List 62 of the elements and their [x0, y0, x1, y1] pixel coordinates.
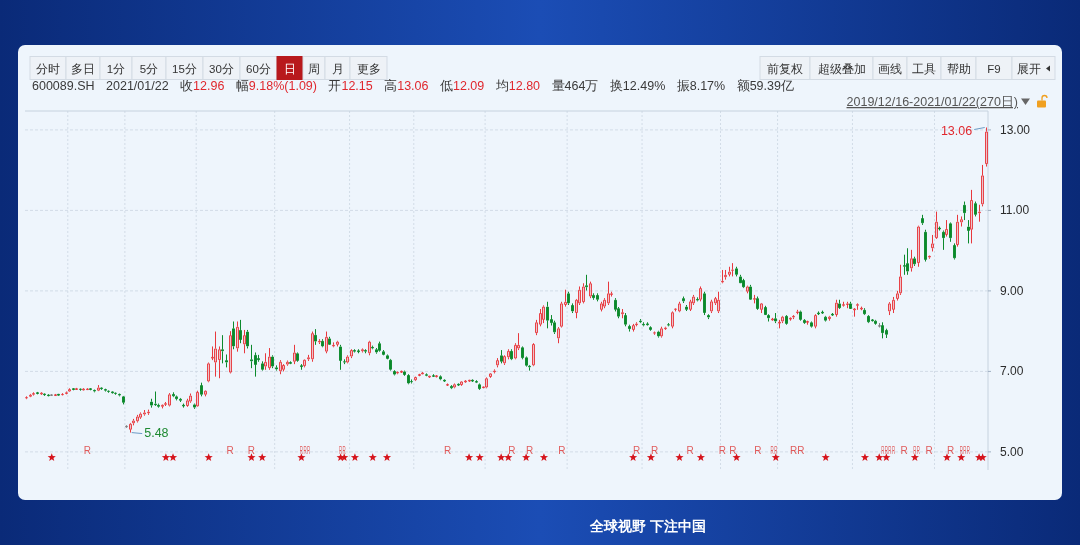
x-tick-label: R	[686, 444, 694, 456]
y-tick-label: 13.00	[1000, 122, 1031, 137]
note: 13.06	[940, 123, 973, 138]
x-tick-label: R	[754, 444, 762, 456]
y-tick-label: 5.00	[1000, 444, 1024, 459]
x-tick-label: R	[247, 444, 256, 456]
x-tick-label: R	[729, 444, 737, 456]
button-label: 5分	[139, 63, 159, 75]
x-tick-label: R	[342, 444, 346, 457]
x-tick-label: R	[963, 444, 967, 457]
y-tick-label: 7.00	[1000, 364, 1024, 379]
x-tick-label: R	[900, 444, 908, 456]
x-tick-label: R	[913, 444, 917, 457]
button-label: 周	[308, 63, 320, 75]
x-tick-label: R	[306, 444, 311, 457]
button-label: 更多	[356, 63, 381, 75]
button-label: 60分	[246, 63, 271, 75]
button-label: 15分	[172, 63, 197, 75]
button-label: 工具	[912, 63, 936, 75]
x-tick-label: R	[797, 444, 805, 456]
button-label: 月	[331, 63, 344, 75]
subtitle: 600089.SH 2021/01/22 收12.96 幅9.18%(1.09) 开12.15 高13.06 低12.09 均12.80 量464万 换12.49% 振8.17% 额59.39亿	[32, 79, 794, 93]
x-tick-label: R	[884, 444, 888, 457]
x-tick-label: R	[888, 444, 892, 457]
y-tick-label: 9.00	[1000, 283, 1024, 298]
x-tick-label: R	[650, 444, 659, 456]
x-tick-label: R	[83, 444, 92, 456]
x-tick-label: R	[790, 444, 798, 456]
y-tick-label: 11.00	[1000, 203, 1030, 218]
button-label: 前复权	[767, 63, 803, 75]
x-tick-label: R	[558, 444, 566, 456]
x-tick-label: R	[633, 444, 641, 456]
button-label: F9	[987, 63, 1001, 75]
x-tick-label: R	[339, 444, 343, 457]
x-tick-label: R	[303, 444, 307, 457]
x-tick-label: R	[718, 444, 726, 456]
button-label: 展开	[1016, 63, 1041, 75]
button-label: 30分	[209, 63, 234, 75]
x-tick-label: R	[770, 444, 774, 457]
x-tick-label: R	[226, 444, 234, 456]
x-tick-label: R	[916, 444, 921, 457]
button-label: 超级叠加	[817, 63, 866, 75]
footer-note: 全球视野 下注中国	[590, 518, 706, 534]
x-tick-label: R	[925, 444, 933, 456]
x-tick-label: R	[881, 444, 885, 457]
button-label: 多日	[71, 63, 95, 75]
x-tick-label: R	[891, 444, 896, 457]
note: 5.48	[144, 426, 169, 441]
x-tick-label: R	[299, 444, 303, 457]
button-label: 分时	[36, 63, 60, 75]
x-tick-label: R	[774, 444, 778, 457]
button-label: 帮助	[946, 63, 971, 75]
x-tick-label: R	[966, 444, 970, 457]
x-tick-label: R	[444, 444, 452, 456]
button-label: 画线	[878, 63, 902, 75]
range-note: 2019/12/16-2021/01/22(270日)	[846, 95, 1018, 109]
button-label: 日	[284, 63, 296, 75]
x-tick-label: R	[959, 444, 963, 457]
x-tick-label: R	[946, 444, 955, 456]
x-tick-label: R	[526, 444, 534, 456]
button-label: 1分	[106, 63, 126, 75]
x-tick-label: R	[508, 444, 516, 456]
